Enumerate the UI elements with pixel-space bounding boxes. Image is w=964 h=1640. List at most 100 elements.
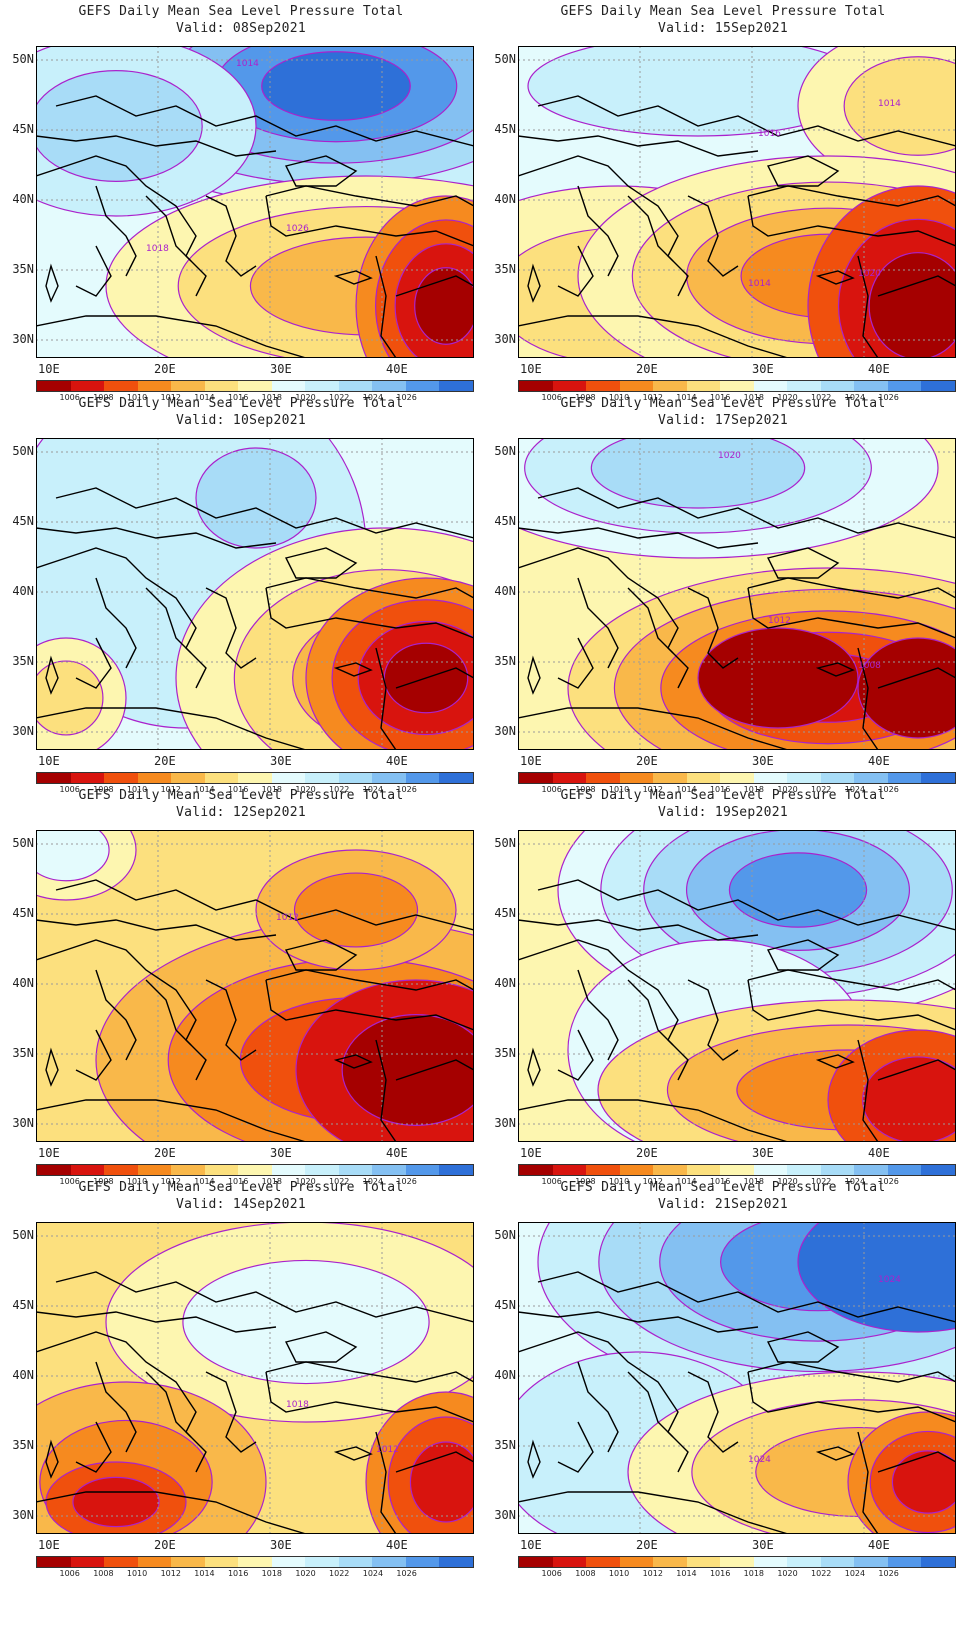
contour-label: 1012 [376,1445,399,1455]
coastline [265,979,474,1031]
coastline [75,1421,112,1473]
colorbar-swatch [271,381,306,391]
coastline [877,667,956,689]
coastline [55,879,474,931]
longitude-label: 10E [520,1146,542,1160]
panel-title: GEFS Daily Mean Sea Level Pressure Total [78,396,404,411]
coastline [375,1039,397,1142]
longitude-label: 10E [38,754,60,768]
colorbar-label: 1016 [709,1569,731,1578]
colorbar-swatch [305,773,339,783]
colorbar-label: 1024 [844,785,866,794]
coastline [877,275,956,297]
colorbar-label: 1014 [676,1569,697,1578]
colorbar-label: 1020 [777,393,798,402]
latitude-label: 40N [12,584,34,598]
longitude-label: 20E [154,754,176,768]
latitude-label: 45N [12,514,34,528]
pressure-contour-fill [261,51,411,121]
latitude-label: 40N [494,976,516,990]
colorbar-label: 1010 [126,1177,148,1186]
map-panel: GEFS Daily Mean Sea Level Pressure Total… [482,392,964,802]
colorbar-label: 1016 [709,393,731,402]
coastline [333,1446,373,1461]
longitude-label: 30E [752,1538,774,1552]
colorbar-swatch [720,381,754,391]
pressure-contour-fill [843,56,956,156]
coastline [577,577,619,669]
coastline [747,1361,956,1383]
coastline [36,315,307,358]
colorbar [36,772,474,784]
coastline [375,255,397,358]
coastline [815,662,855,677]
map-frame [36,438,474,750]
contour-label: 1012 [768,616,791,626]
colorbar-swatch [854,381,888,391]
longitude-label: 40E [386,1146,408,1160]
colorbar-swatch [305,381,339,391]
colorbar-swatch [70,1557,105,1567]
panel-valid-date: Valid: 10Sep2021 [175,413,307,428]
colorbar-swatch [619,381,654,391]
colorbar [518,1164,956,1176]
contour-label: 1024 [748,1455,771,1465]
coastline [75,637,112,689]
colorbar-label: 1012 [160,393,181,402]
colorbar-swatch [171,773,205,783]
colorbar-label: 1022 [329,393,350,402]
map-frame [36,830,474,1142]
pressure-map [518,830,956,1142]
pressure-contour-fill [182,1259,430,1385]
colorbar-swatch [137,1165,172,1175]
colorbar-swatch [653,381,687,391]
colorbar-label: 1022 [329,1177,350,1186]
pressure-contour-fill [862,1056,956,1142]
coastline [395,667,474,689]
colorbar-swatch [854,773,888,783]
longitude-label: 10E [38,362,60,376]
longitude-label: 40E [868,754,890,768]
colorbar-label: 1014 [194,785,215,794]
colorbar-label: 1022 [329,1569,350,1578]
coastline [333,662,373,677]
pressure-contour-fill [414,267,474,345]
latitude-label: 45N [494,1298,516,1312]
colorbar-swatch [686,1557,721,1567]
latitude-label: 45N [12,906,34,920]
colorbar-swatch [720,1165,754,1175]
longitude-label: 10E [520,362,542,376]
coastline [145,587,192,654]
contour-label: 1018 [146,244,169,254]
contour-label: 1014 [878,99,901,109]
colorbar-swatch [439,773,473,783]
latitude-label: 30N [494,332,516,346]
coastline [747,195,956,247]
pressure-contour-fill [697,627,859,729]
coastline [687,979,739,1061]
map-frame [518,830,956,1142]
coastline [55,1271,474,1323]
colorbar-label: 1016 [709,785,731,794]
coastline [857,1039,879,1142]
colorbar-label: 1014 [194,393,215,402]
coastline [95,1361,137,1453]
colorbar-swatch [820,773,855,783]
colorbar-swatch [619,1557,654,1567]
colorbar-swatch [204,1165,239,1175]
coastline [518,1311,759,1333]
colorbar-label: 1020 [295,785,316,794]
longitude-label: 30E [270,1538,292,1552]
coastline [518,135,759,157]
longitude-label: 40E [868,1538,890,1552]
latitude-label: 35N [12,1438,34,1452]
coastline [333,270,373,285]
colorbar-label: 1018 [743,393,765,402]
coastline [145,195,192,262]
pressure-contour-fill [891,1450,956,1514]
colorbar-swatch [204,381,239,391]
latitude-label: 40N [12,192,34,206]
coastline [265,577,474,599]
colorbar-swatch [653,1165,687,1175]
colorbar-swatch [271,773,306,783]
